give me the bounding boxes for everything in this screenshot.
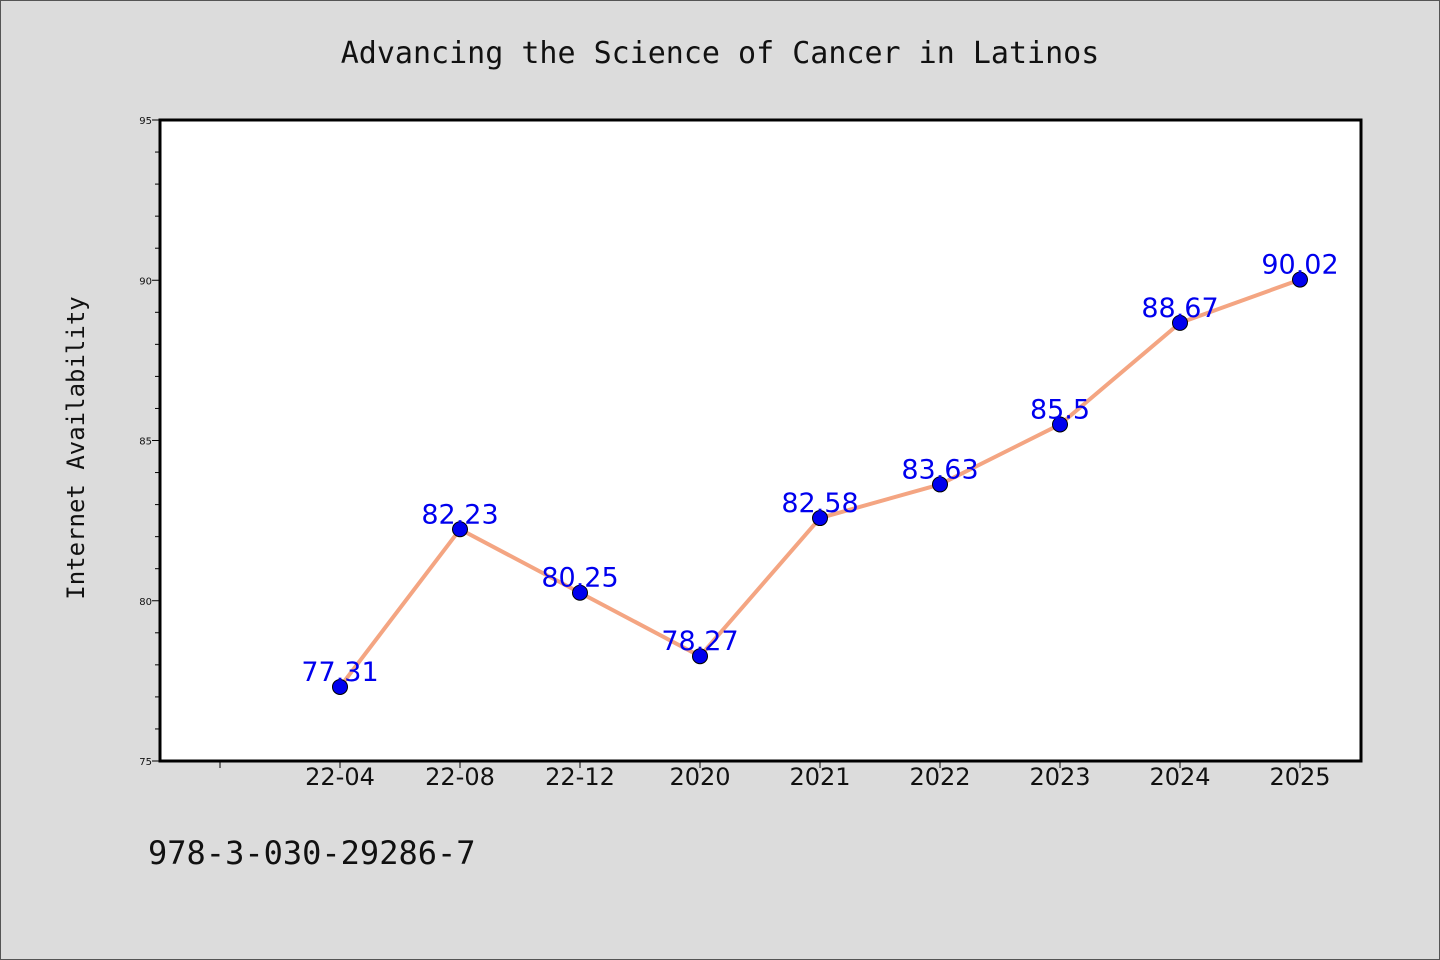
y-axis-ticks: 75 80 85 90 95: [139, 116, 160, 768]
data-point: [1052, 416, 1068, 433]
x-tick-label: 2025: [1269, 763, 1330, 791]
data-points: [332, 271, 1308, 695]
y-tick-label: 90: [139, 276, 152, 287]
x-tick-label: 22-04: [305, 763, 375, 791]
data-label: 85.5: [1030, 394, 1090, 425]
data-point: [572, 584, 588, 601]
data-label: 90.02: [1261, 250, 1338, 281]
y-tick-label: 95: [139, 116, 152, 127]
x-tick-label: 22-12: [545, 763, 615, 791]
y-tick-label: 80: [139, 597, 152, 608]
x-tick-label: 2020: [669, 763, 730, 791]
data-point: [452, 521, 468, 538]
data-label: 83.63: [901, 454, 978, 485]
y-tick-label: 75: [139, 757, 152, 768]
data-label: 80.25: [541, 563, 618, 594]
data-label: 88.67: [1141, 293, 1218, 324]
data-point: [812, 510, 828, 527]
x-axis-ticks: 22-04 22-08 22-12 2020 2021 2022 2023 2024 2025: [219, 761, 1331, 791]
data-label: 82.23: [421, 499, 498, 530]
data-label: 78.27: [661, 626, 738, 657]
y-tick-label: 85: [139, 437, 152, 448]
x-tick-label: 2022: [909, 763, 970, 791]
x-tick-label: 2024: [1149, 763, 1210, 791]
x-tick-label: 2021: [789, 763, 850, 791]
data-label: 82.58: [781, 488, 858, 519]
x-tick-label: 2023: [1029, 763, 1090, 791]
data-label: 77.31: [301, 657, 378, 688]
y-axis-label: Internet Availability: [62, 296, 90, 599]
data-point: [1292, 271, 1308, 288]
plot-area: [158, 118, 1363, 763]
chart-title: Advancing the Science of Cancer in Latin…: [341, 36, 1100, 71]
data-point: [692, 648, 708, 665]
data-point: [1172, 314, 1188, 331]
x-tick-label: 22-08: [425, 763, 495, 791]
data-point: [932, 476, 948, 493]
footer-note: 978-3-030-29286-7: [148, 834, 476, 872]
data-labels: 77.31 82.23 80.25 78.27 82.58 83.63 85.5 88.67 9…: [301, 250, 1338, 688]
data-point: [332, 678, 348, 695]
